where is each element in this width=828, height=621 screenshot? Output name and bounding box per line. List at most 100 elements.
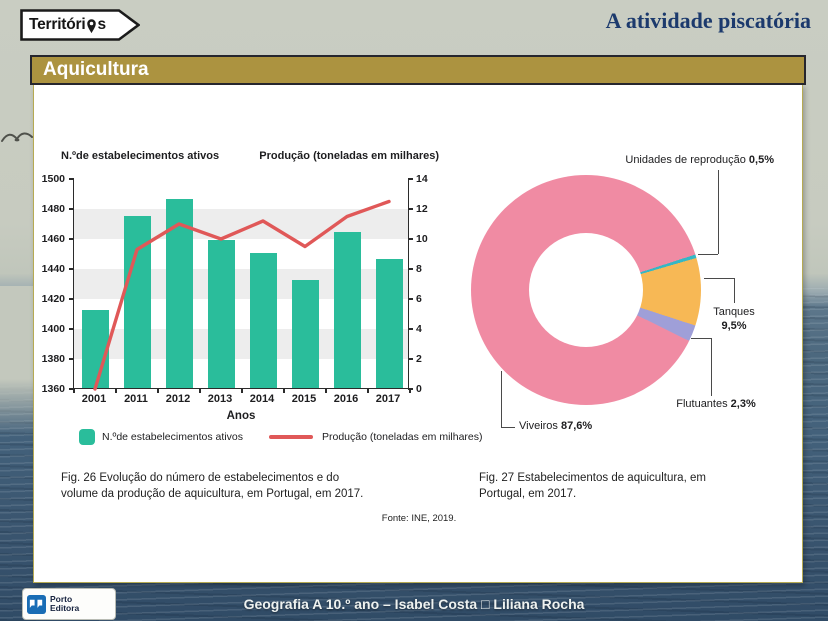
y-tick-label: 8 [416,263,422,275]
donut-chart [471,175,701,405]
source-note: Fonte: INE, 2019. [381,513,457,524]
slice-label: Tanques [713,306,755,318]
y-tick-label: 1460 [41,233,65,245]
leader-line [734,278,735,303]
y-tick-label: 1500 [41,173,65,185]
bar [81,310,109,388]
bar [291,280,319,388]
brand-suffix: s [97,16,106,33]
bar [207,239,235,388]
sky-strip [0,286,33,436]
logo-arrow-shape [20,9,140,41]
tick-mark [408,298,413,300]
tick-mark [408,208,413,210]
y-tick-label: 0 [416,383,422,395]
tick-mark [408,328,413,330]
fig26-caption: Fig. 26 Evolução do número de estabeleci… [61,472,364,500]
tick-mark [73,388,75,393]
y-tick-label: 1400 [41,323,65,335]
x-tick-label: 2015 [291,393,317,405]
label-viveiros: Viveiros 87,6% [519,420,592,432]
bar [333,232,361,388]
page-title: A atividade piscatória [605,8,811,33]
map-pin-icon [87,18,96,33]
label-unidades-reproducao: Unidades de reprodução 0,5% [625,154,774,166]
publisher-line1: Porto [50,594,73,604]
tick-mark [367,388,369,393]
x-tick-label: 2001 [81,393,107,405]
x-axis-labels: 2001 2011 2012 2013 2014 2015 2016 2017 [73,393,409,407]
section-title-bar: Aquicultura [30,55,806,85]
porto-editora-icon [27,594,46,614]
tick-mark [408,238,413,240]
production-line [93,199,391,391]
x-tick-label: 2017 [375,393,401,405]
tick-mark [69,238,74,240]
slice-value: 2,3% [730,398,756,410]
label-tanques: Tanques 9,5% [704,305,764,333]
tick-mark [69,328,74,330]
x-axis-title: Anos [226,410,256,422]
tick-mark [69,358,74,360]
tick-mark [69,268,74,270]
y-tick-label: 1480 [41,203,65,215]
bars-layer [74,179,408,388]
porto-editora-logo: Porto Editora [22,588,116,620]
leader-line [704,278,734,279]
right-axis-ticks: 14 12 10 8 6 4 2 0 [416,173,442,395]
fig27-caption: Fig. 27 Estabelecimentos de aquicultura,… [479,472,706,500]
tick-mark [241,388,243,393]
x-tick-label: 2011 [124,393,148,405]
tick-mark [69,388,74,390]
tick-mark [199,388,201,393]
seagull-icon [1,132,33,142]
legend-bar-label: N.ºde estabelecimentos ativos [102,431,243,443]
legend-line-swatch [269,435,313,439]
line-path [93,199,391,391]
bar [249,253,277,388]
tick-mark [157,388,159,393]
leader-line [718,170,719,254]
tick-mark [69,178,74,180]
y-tick-label: 6 [416,293,422,305]
x-tick-label: 2012 [165,393,191,405]
content-panel: N.ºde estabelecimentos ativos Produção (… [33,84,803,583]
tick-mark [408,178,413,180]
footer-credit: Geografia A 10.º ano – Isabel Costa □ Li… [243,596,585,612]
legend-bar-swatch [79,429,95,445]
leader-line [711,338,712,396]
y-tick-label: 1420 [41,293,65,305]
y-tick-label: 4 [416,323,422,335]
y-tick-label: 1380 [41,353,65,365]
tick-mark [325,388,327,393]
tick-mark [69,298,74,300]
leader-line [698,254,718,255]
x-tick-label: 2013 [207,393,233,405]
y-tick-label: 12 [416,203,428,215]
chart-legend: N.ºde estabelecimentos ativos Produção (… [79,429,483,445]
right-axis-title: Produção (toneladas em milhares) [259,150,439,162]
tick-mark [409,388,411,393]
publisher-line2: Editora [50,603,80,613]
section-title: Aquicultura [43,59,149,80]
left-axis-title: N.ºde estabelecimentos ativos [61,150,220,162]
y-tick-label: 1360 [41,383,65,395]
brand-prefix: Territóri [29,16,86,33]
leader-line [501,371,502,427]
tick-mark [115,388,117,393]
tick-mark [69,208,74,210]
tick-mark [408,358,413,360]
tick-mark [283,388,285,393]
slice-value: 0,5% [748,154,774,166]
left-axis-ticks: 1500 1480 1460 1440 1420 1400 1380 1360 [34,173,65,395]
y-tick-label: 1440 [41,263,65,275]
leader-line [501,427,515,428]
territorios-logo: Territóri s [20,9,140,41]
leader-line [691,338,711,339]
combo-plot [69,178,413,393]
tick-mark [408,268,413,270]
slice-label: Flutuantes [676,398,728,410]
slice-label: Viveiros [519,420,558,432]
y-tick-label: 14 [416,173,428,185]
